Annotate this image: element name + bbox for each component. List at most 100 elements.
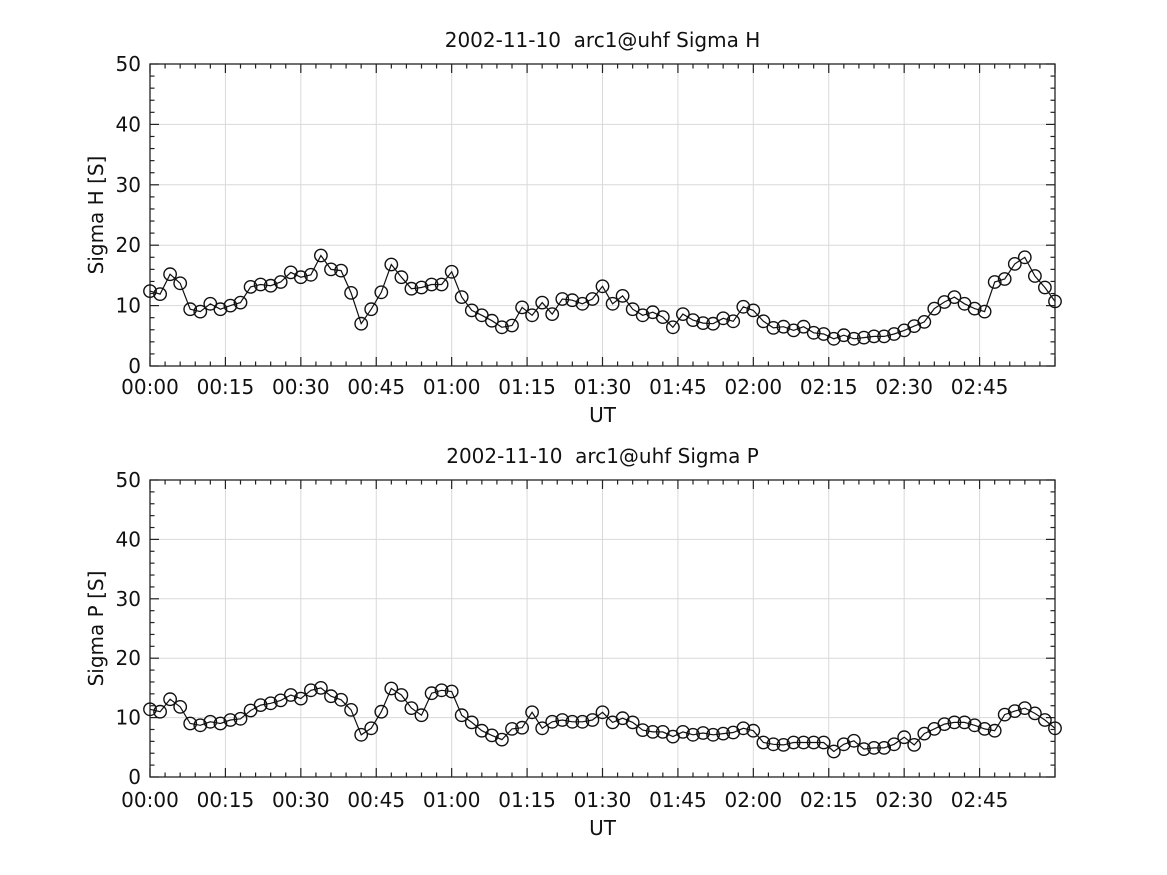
data-point <box>676 307 690 321</box>
data-point <box>494 732 509 747</box>
x-tick-label: 02:15 <box>800 788 858 812</box>
data-point <box>183 716 198 731</box>
data-point <box>826 744 841 759</box>
data-point <box>303 267 318 282</box>
data-point <box>726 314 741 329</box>
x-tick-label: 01:15 <box>498 375 556 399</box>
data-point <box>344 285 358 300</box>
x-tick-label: 01:00 <box>423 375 481 399</box>
x-tick-label: 00:00 <box>121 375 179 399</box>
data-point <box>635 723 650 737</box>
data-point <box>857 330 871 345</box>
data-point <box>615 288 630 303</box>
data-point <box>585 713 600 727</box>
data-point <box>223 713 238 727</box>
data-point <box>444 264 459 279</box>
data-point <box>847 331 861 346</box>
data-point <box>706 727 720 742</box>
x-tick-label: 02:15 <box>800 375 858 399</box>
data-point <box>836 737 851 752</box>
data-point <box>585 292 600 306</box>
x-tick-label: 02:00 <box>725 788 783 812</box>
x-tick-label: 00:15 <box>197 375 255 399</box>
data-point <box>374 704 389 719</box>
data-point <box>1007 256 1022 271</box>
data-point <box>867 741 881 755</box>
data-point <box>877 329 891 344</box>
data-point <box>263 696 278 711</box>
data-point <box>756 314 771 329</box>
data-point <box>1048 294 1062 309</box>
data-point <box>887 327 901 341</box>
tick-marks <box>149 479 1056 778</box>
data-point <box>806 325 821 340</box>
x-tick-label: 02:00 <box>725 375 783 399</box>
data-point <box>434 277 449 292</box>
data-point <box>1038 280 1052 295</box>
data-point <box>545 307 560 321</box>
y-tick-label: 10 <box>116 706 141 730</box>
data-point <box>203 714 218 729</box>
x-tick-label: 00:30 <box>272 788 330 812</box>
data-series <box>143 681 1062 759</box>
x-tick-label: 02:30 <box>875 375 933 399</box>
data-point <box>1017 250 1032 265</box>
data-point <box>766 320 781 335</box>
data-point <box>384 257 399 272</box>
data-point <box>686 313 700 327</box>
x-tick-label: 00:45 <box>347 375 405 399</box>
data-point <box>404 281 419 296</box>
data-point <box>776 738 791 752</box>
y-axis-label: Sigma H [S] <box>84 156 108 275</box>
data-point <box>867 329 881 344</box>
y-tick-label: 30 <box>116 173 141 197</box>
data-point <box>394 688 409 702</box>
data-point <box>746 303 761 318</box>
data-point <box>696 316 710 330</box>
data-point <box>997 707 1012 722</box>
data-point <box>746 723 761 738</box>
data-point <box>565 714 580 729</box>
data-point <box>313 248 328 263</box>
data-point <box>173 276 188 291</box>
data-point <box>806 735 821 750</box>
data-point <box>716 311 731 326</box>
x-tick-label: 01:45 <box>649 375 707 399</box>
data-point <box>887 737 901 752</box>
x-tick-label: 00:15 <box>197 788 255 812</box>
data-point <box>1048 721 1062 736</box>
data-point <box>565 293 580 308</box>
data-point <box>163 692 178 707</box>
data-point <box>364 302 379 317</box>
data-point <box>515 720 529 735</box>
data-series <box>143 248 1062 346</box>
data-point <box>464 715 479 730</box>
data-point <box>957 715 972 730</box>
x-tick-label: 01:30 <box>574 375 632 399</box>
data-point <box>404 701 419 715</box>
data-point <box>424 686 439 701</box>
data-point <box>173 700 188 714</box>
data-point <box>414 708 429 723</box>
data-point <box>655 310 670 324</box>
data-point <box>987 275 1002 289</box>
y-tick-label: 20 <box>116 233 141 257</box>
data-point <box>927 301 942 316</box>
data-point <box>505 722 519 736</box>
data-point <box>434 683 449 698</box>
data-point <box>605 296 620 311</box>
data-point <box>293 691 308 706</box>
data-point <box>666 320 680 335</box>
data-point <box>283 688 298 702</box>
x-tick-label: 01:45 <box>649 788 707 812</box>
data-point <box>645 725 660 739</box>
y-tick-label: 20 <box>116 646 141 670</box>
data-point <box>595 705 610 720</box>
data-point <box>354 727 369 742</box>
grid-lines <box>150 480 1055 777</box>
data-point <box>575 714 590 729</box>
data-point <box>897 730 912 745</box>
x-tick-label: 00:30 <box>272 375 330 399</box>
data-point <box>977 722 992 736</box>
x-tick-label: 01:00 <box>423 788 481 812</box>
